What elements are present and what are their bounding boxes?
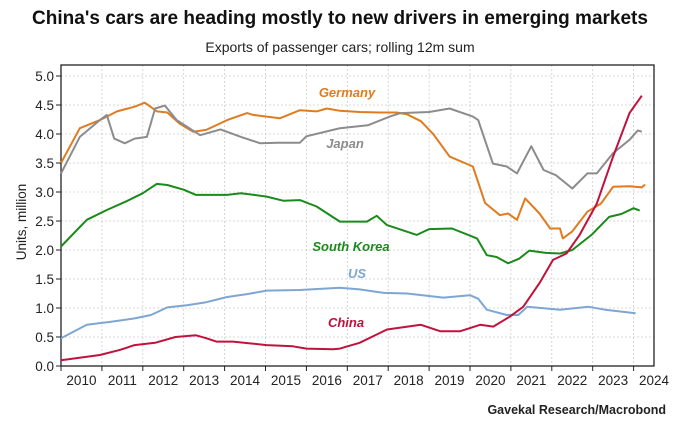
source-note: Gavekal Research/Macrobond: [487, 403, 666, 417]
series-label-japan: Japan: [326, 136, 364, 151]
series-label-germany: Germany: [319, 85, 376, 100]
x-tick-label: 2016: [312, 373, 342, 388]
y-tick-label: 3.5: [35, 156, 54, 171]
x-tick-label: 2012: [148, 373, 178, 388]
x-tick-label: 2019: [435, 373, 465, 388]
x-tick-label: 2024: [639, 373, 670, 388]
y-axis-label: Units, million: [14, 184, 29, 261]
series-line-japan: [60, 104, 643, 190]
gridlines: [61, 65, 654, 366]
x-tick-label: 2013: [189, 373, 219, 388]
x-tick-label: 2022: [557, 373, 587, 388]
x-tick-label: 2018: [394, 373, 424, 388]
x-tick-label: 2014: [230, 373, 261, 388]
series-labels: Germany Japan South Korea US China: [312, 85, 389, 330]
y-tick-label: 3.0: [35, 185, 54, 200]
series-line-china: [60, 95, 643, 362]
chart-title: China's cars are heading mostly to new d…: [32, 8, 648, 29]
y-tick-label: 0.0: [35, 359, 54, 374]
axes: 0.0 0.5 1.0 1.5 2.0 2.5 3.0 3.5 4.0 4.5 5.0 2010 201…: [35, 64, 670, 388]
series-lines: [60, 95, 646, 362]
plot-frame: [60, 64, 655, 367]
x-tick-label: 2020: [475, 373, 505, 388]
series-line-germany: [60, 101, 646, 240]
series-label-south-korea: South Korea: [312, 239, 389, 254]
y-tick-label: 4.0: [35, 127, 54, 142]
x-tick-label: 2021: [516, 373, 546, 388]
y-tick-label: 2.5: [35, 214, 54, 229]
y-tick-label: 0.5: [35, 330, 54, 345]
y-tick-label: 2.0: [35, 243, 54, 258]
series-label-us: US: [348, 266, 366, 281]
x-tick-label: 2011: [108, 373, 137, 388]
x-tick-label: 2017: [353, 373, 383, 388]
x-tick-label: 2010: [66, 373, 96, 388]
y-tick-label: 5.0: [35, 69, 54, 84]
y-tick-label: 4.5: [35, 98, 54, 113]
chart-subtitle: Exports of passenger cars; rolling 12m s…: [205, 39, 475, 55]
series-line-us: [60, 286, 636, 340]
x-tick-label: 2023: [598, 373, 628, 388]
series-label-china: China: [328, 315, 364, 330]
x-tick-label: 2015: [271, 373, 301, 388]
y-tick-label: 1.5: [35, 272, 54, 287]
y-tick-label: 1.0: [35, 301, 54, 316]
series-line-south-korea: [60, 182, 641, 265]
